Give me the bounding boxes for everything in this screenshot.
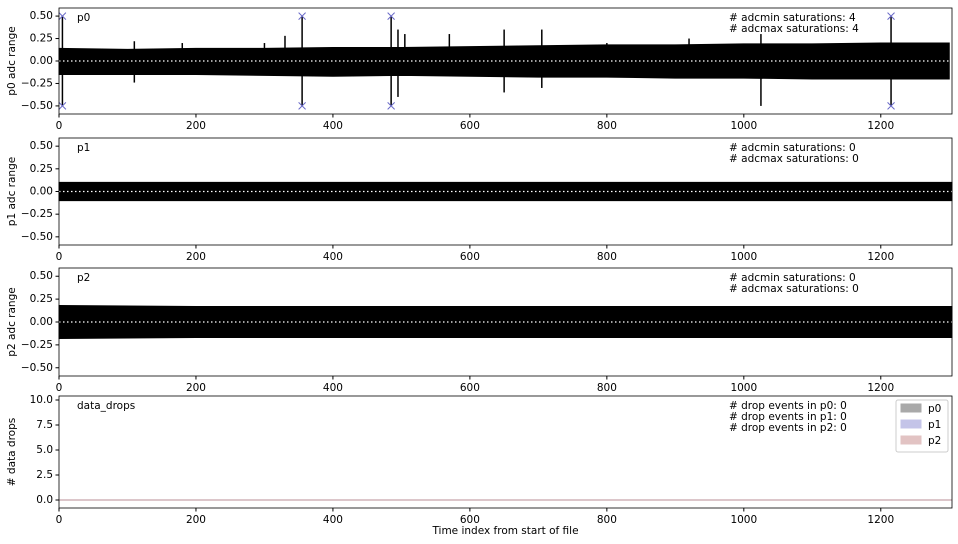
y-tick-label: 2.5: [36, 469, 53, 481]
legend-swatch: [900, 419, 922, 429]
y-tick-label: 0.25: [30, 293, 53, 305]
saturation-marker: [887, 12, 895, 20]
x-tick-label: 400: [323, 251, 343, 263]
saturation-marker: [387, 12, 395, 20]
x-tick-label: 600: [460, 382, 480, 394]
y-tick-label: 7.5: [36, 419, 53, 431]
panel-label: data_drops: [77, 400, 135, 412]
annotation: # adcmax saturations: 0: [729, 153, 859, 165]
y-tick-label: 0.50: [30, 140, 53, 152]
x-tick-label: 1000: [730, 382, 757, 394]
x-tick-label: 200: [186, 251, 206, 263]
y-axis-label: # data drops: [6, 418, 18, 486]
x-tick-label: 1000: [730, 251, 757, 263]
legend-label: p0: [928, 403, 941, 415]
legend-swatch: [900, 403, 922, 413]
x-tick-label: 400: [323, 514, 343, 526]
y-tick-label: 10.0: [30, 394, 53, 406]
x-tick-label: 800: [597, 120, 617, 132]
x-tick-label: 1200: [867, 514, 894, 526]
y-tick-label: 0.50: [30, 270, 53, 282]
x-tick-label: 800: [597, 514, 617, 526]
y-tick-label: −0.25: [21, 77, 53, 89]
x-tick-label: 800: [597, 251, 617, 263]
y-axis-label: p0 adc range: [6, 26, 18, 95]
annotation: # adcmax saturations: 0: [729, 283, 859, 295]
y-axis-label: p2 adc range: [6, 287, 18, 356]
y-tick-label: −0.25: [21, 339, 53, 351]
x-tick-label: 600: [460, 514, 480, 526]
y-tick-label: 0.00: [30, 186, 53, 198]
x-tick-label: 0: [56, 382, 63, 394]
signal-band: [58, 181, 953, 202]
saturation-marker: [58, 12, 67, 20]
y-tick-label: −0.50: [21, 362, 53, 374]
x-tick-label: 1000: [730, 514, 757, 526]
y-tick-label: 0.0: [36, 494, 53, 506]
x-tick-label: 0: [56, 120, 63, 132]
annotation: # adcmin saturations: 0: [729, 142, 856, 154]
y-tick-label: 0.25: [30, 163, 53, 175]
legend-swatch: [900, 435, 922, 445]
axes-frame: [58, 395, 953, 509]
y-tick-label: 0.25: [30, 33, 53, 45]
y-tick-label: 0.00: [30, 316, 53, 328]
x-tick-label: 800: [597, 382, 617, 394]
x-axis-label: Time index from start of file: [431, 525, 578, 537]
panel-label: p1: [77, 142, 90, 154]
x-tick-label: 1200: [867, 120, 894, 132]
x-tick-label: 0: [56, 514, 63, 526]
annotation: # drop events in p2: 0: [729, 422, 847, 434]
y-tick-label: 0.50: [30, 10, 53, 22]
annotation: # drop events in p1: 0: [729, 411, 847, 423]
x-tick-label: 600: [460, 251, 480, 263]
panel-label: p0: [77, 12, 90, 24]
saturation-marker: [298, 102, 306, 110]
x-tick-label: 0: [56, 251, 63, 263]
x-tick-label: 200: [186, 120, 206, 132]
y-axis-label: p1 adc range: [6, 157, 18, 226]
annotation: # adcmax saturations: 4: [729, 23, 859, 35]
y-tick-label: 5.0: [36, 444, 53, 456]
x-tick-label: 400: [323, 382, 343, 394]
x-tick-label: 1200: [867, 382, 894, 394]
legend-label: p2: [928, 435, 941, 447]
y-tick-label: −0.25: [21, 208, 53, 220]
x-tick-label: 1200: [867, 251, 894, 263]
annotation: # adcmin saturations: 4: [729, 12, 856, 24]
saturation-marker: [58, 102, 67, 110]
x-tick-label: 200: [186, 514, 206, 526]
annotation: # adcmin saturations: 0: [729, 272, 856, 284]
y-tick-label: 0.00: [30, 55, 53, 67]
annotation: # drop events in p0: 0: [729, 400, 847, 412]
x-tick-label: 200: [186, 382, 206, 394]
y-tick-label: −0.50: [21, 231, 53, 243]
x-tick-label: 600: [460, 120, 480, 132]
y-tick-label: −0.50: [21, 100, 53, 112]
saturation-marker: [387, 102, 395, 110]
x-tick-label: 400: [323, 120, 343, 132]
saturation-marker: [298, 12, 306, 20]
signal-band: [58, 305, 953, 339]
x-tick-label: 1000: [730, 120, 757, 132]
saturation-marker: [887, 102, 895, 110]
panel-label: p2: [77, 272, 90, 284]
legend-label: p1: [928, 419, 941, 431]
